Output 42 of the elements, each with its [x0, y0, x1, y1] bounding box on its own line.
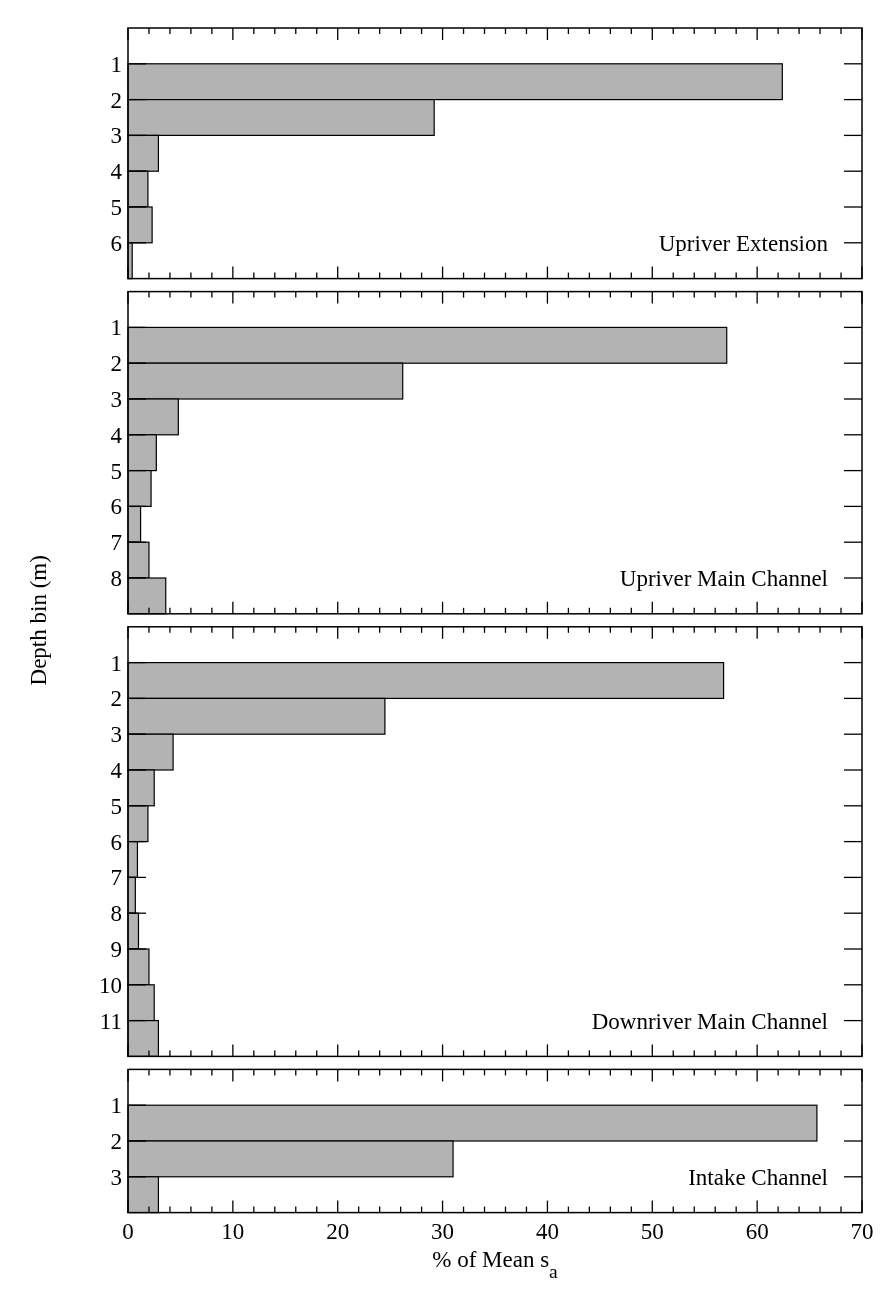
- y-tick-label: 7: [110, 865, 122, 891]
- y-tick-label: 5: [110, 458, 122, 484]
- text: Downriver Main Channel: [591, 1008, 828, 1034]
- y-tick-label: 3: [110, 123, 122, 149]
- x-tick-label: 70: [850, 1218, 874, 1244]
- y-tick-label: 4: [110, 422, 123, 448]
- y-axis-title: Depth bin (m): [26, 555, 51, 686]
- y-tick-label: 8: [110, 566, 122, 592]
- x-tick-label: 60: [745, 1218, 769, 1244]
- y-tick-label: 2: [110, 1129, 122, 1155]
- y-tick-label: 10: [99, 972, 122, 998]
- y-tick-label: 6: [110, 829, 122, 855]
- y-tick-label: 8: [110, 901, 122, 927]
- x-tick-label: 40: [535, 1218, 559, 1244]
- y-tick-label: 1: [110, 51, 122, 77]
- y-tick-label: 4: [110, 159, 123, 185]
- y-tick-label: 6: [110, 230, 122, 256]
- x-tick-label: 50: [640, 1218, 664, 1244]
- x-axis-title: % of Mean s$_{a}$: [432, 1246, 559, 1282]
- text: Intake Channel: [688, 1164, 828, 1190]
- text: Upriver Main Channel: [619, 566, 828, 592]
- y-tick-label: 6: [110, 494, 122, 520]
- x-tick-label: 0: [122, 1218, 134, 1244]
- x-tick-label: 20: [326, 1218, 350, 1244]
- x-tick-label: 10: [221, 1218, 245, 1244]
- y-tick-label: 9: [110, 937, 122, 963]
- y-tick-label: 5: [110, 793, 122, 819]
- y-tick-label: 11: [99, 1008, 122, 1034]
- y-tick-label: 3: [110, 387, 122, 413]
- y-tick-label: 3: [110, 1164, 122, 1190]
- text: Upriver Extension: [658, 230, 829, 256]
- y-tick-label: 2: [110, 686, 122, 712]
- y-tick-label: 1: [110, 1093, 122, 1119]
- y-tick-label: 3: [110, 722, 122, 748]
- x-tick-label: 30: [431, 1218, 455, 1244]
- y-tick-label: 1: [110, 315, 122, 341]
- y-tick-label: 4: [110, 758, 123, 784]
- y-tick-label: 2: [110, 87, 122, 113]
- y-tick-label: 7: [110, 530, 122, 556]
- y-tick-label: 2: [110, 351, 122, 377]
- y-tick-label: 1: [110, 650, 122, 676]
- y-tick-label: 5: [110, 195, 122, 221]
